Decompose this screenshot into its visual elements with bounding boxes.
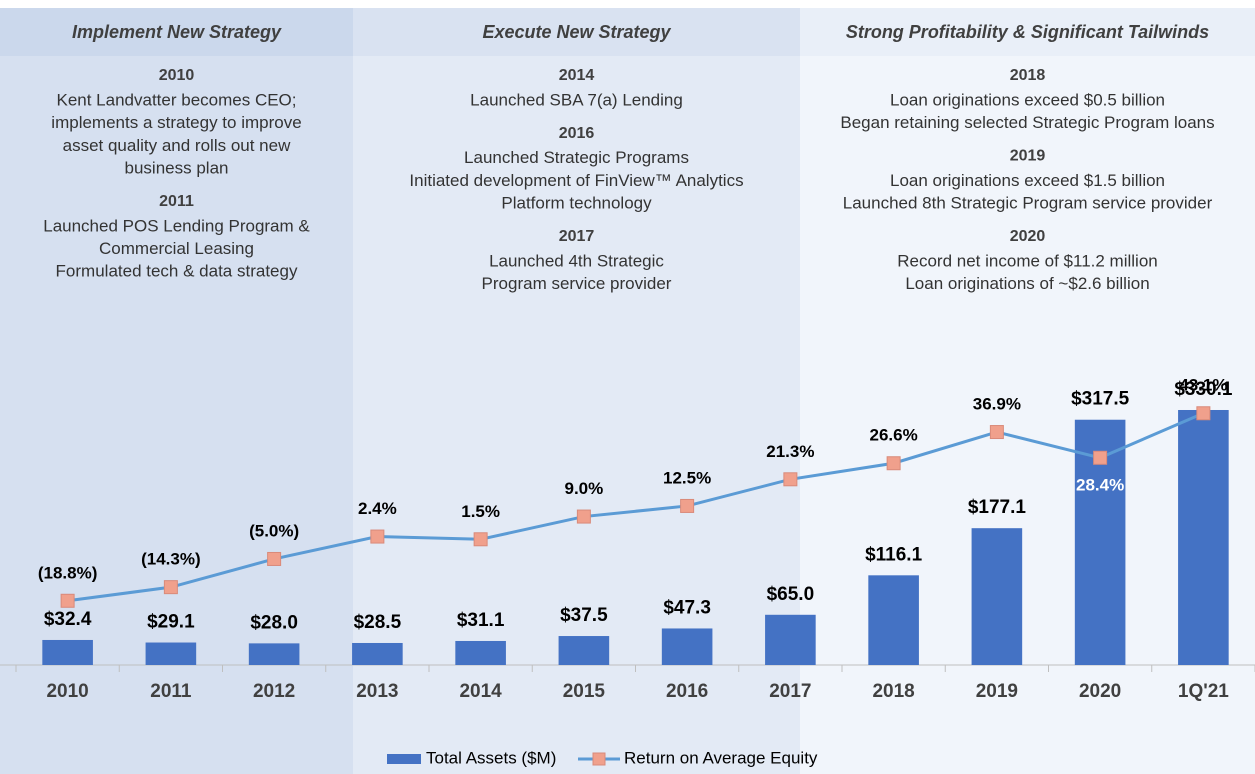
line-label: 36.9%: [973, 395, 1021, 414]
bar: [558, 636, 610, 665]
line-label: (14.3%): [141, 550, 201, 569]
x-tick-label: 2010: [46, 681, 88, 702]
milestone-text: Launched SBA 7(a) Lending: [470, 90, 683, 109]
bar-label: $177.1: [968, 497, 1027, 518]
milestone-text: implements a strategy to improve: [51, 113, 301, 132]
milestone-text: Platform technology: [501, 194, 652, 213]
milestone-text: Launched 8th Strategic Program service p…: [843, 194, 1213, 213]
milestone-text: business plan: [125, 159, 229, 178]
line-marker: [163, 580, 178, 595]
line-label: (18.8%): [38, 563, 98, 582]
bar-label: $330.1: [1174, 379, 1233, 400]
bar: [145, 642, 197, 665]
line: [67, 411, 1204, 603]
bar-label: $37.5: [560, 605, 608, 626]
line-label: 9.0%: [565, 479, 604, 498]
milestone-year: 2018: [1010, 67, 1046, 84]
line-marker: [60, 593, 75, 608]
bar: [868, 575, 919, 665]
milestone-text: asset quality and rolls out new: [63, 136, 291, 155]
bar-label: $116.1: [865, 544, 922, 565]
line-marker: [1196, 406, 1211, 421]
legend-label: Total Assets ($M): [426, 748, 556, 767]
bar-label: $32.4: [44, 609, 92, 630]
bar-label: $28.0: [250, 612, 298, 633]
line-marker: [576, 509, 591, 524]
bar: [455, 640, 506, 665]
bar: [661, 628, 713, 665]
line-label: 21.3%: [766, 442, 814, 461]
line-marker: [783, 472, 798, 487]
line-marker: [473, 532, 488, 547]
x-tick-label: 2011: [150, 681, 192, 702]
panel-title: Strong Profitability & Significant Tailw…: [846, 22, 1209, 42]
milestone-year: 2019: [1010, 148, 1046, 165]
x-tick-label: 2012: [253, 681, 295, 702]
milestone-text: Launched 4th Strategic: [489, 251, 664, 270]
x-tick-label: 2020: [1079, 681, 1121, 702]
line-label: 26.6%: [870, 426, 918, 445]
line-marker: [886, 456, 901, 471]
bar: [971, 528, 1023, 665]
bar-label: $317.5: [1071, 389, 1130, 410]
milestone-year: 2017: [559, 228, 595, 245]
panel-title: Implement New Strategy: [72, 22, 282, 42]
milestone-text: Began retaining selected Strategic Progr…: [840, 113, 1214, 132]
panel-header: [353, 8, 800, 56]
bar-label: $29.1: [147, 612, 195, 633]
x-tick-label: 2017: [769, 681, 811, 702]
x-tick-label: 2014: [459, 681, 502, 702]
milestone-text: Launched Strategic Programs: [464, 148, 689, 167]
milestone-year: 2011: [159, 193, 194, 210]
bar: [42, 639, 93, 665]
x-tick-label: 2015: [563, 681, 606, 702]
bar-label: $31.1: [457, 610, 505, 631]
milestone-text: Program service provider: [482, 274, 672, 293]
bar: [1178, 409, 1229, 665]
milestone-text: Kent Landvatter becomes CEO;: [56, 90, 296, 109]
panel-header: [800, 8, 1255, 56]
bar-label: $65.0: [767, 584, 815, 605]
line-label: 1.5%: [461, 502, 500, 521]
line-marker: [267, 551, 282, 566]
milestone-text: Record net income of $11.2 million: [897, 251, 1158, 270]
panel-title: Execute New Strategy: [482, 22, 671, 42]
line-marker: [1093, 450, 1108, 465]
line-label: 12.5%: [663, 468, 711, 487]
milestone-text: Launched POS Lending Program &: [43, 216, 310, 235]
bar-label: $47.3: [663, 597, 711, 618]
milestone-year: 2020: [1010, 228, 1046, 245]
legend-swatch: [387, 754, 421, 764]
line-label: (5.0%): [249, 521, 299, 540]
panel-header: [0, 8, 353, 56]
milestone-year: 2014: [559, 67, 595, 84]
line-marker: [370, 529, 385, 544]
bar: [765, 614, 816, 665]
x-tick-label: 1Q'21: [1178, 681, 1229, 702]
milestone-text: Formulated tech & data strategy: [56, 262, 298, 281]
milestone-text: Loan originations exceed $1.5 billion: [890, 171, 1165, 190]
milestone-text: Loan originations exceed $0.5 billion: [890, 90, 1165, 109]
milestone-text: Commercial Leasing: [99, 239, 254, 258]
milestone-text: Loan originations of ~$2.6 billion: [905, 274, 1149, 293]
x-tick-label: 2016: [666, 681, 708, 702]
line-marker: [989, 425, 1004, 440]
x-tick-label: 2019: [976, 681, 1018, 702]
bar: [248, 643, 300, 665]
bar-label: $28.5: [354, 612, 402, 633]
line-label: 43.1%: [1179, 376, 1227, 395]
line-label: 2.4%: [358, 499, 397, 518]
legend-swatch: [592, 752, 606, 766]
legend-label: Return on Average Equity: [624, 748, 818, 767]
milestone-year: 2010: [159, 67, 195, 84]
milestone-text: Initiated development of FinView™ Analyt…: [409, 171, 743, 190]
line-marker: [680, 498, 695, 513]
milestone-year: 2016: [559, 125, 595, 142]
x-tick-label: 2018: [872, 681, 914, 702]
x-tick-label: 2013: [356, 681, 398, 702]
bar: [352, 642, 403, 665]
line-label: 28.4%: [1076, 475, 1124, 494]
